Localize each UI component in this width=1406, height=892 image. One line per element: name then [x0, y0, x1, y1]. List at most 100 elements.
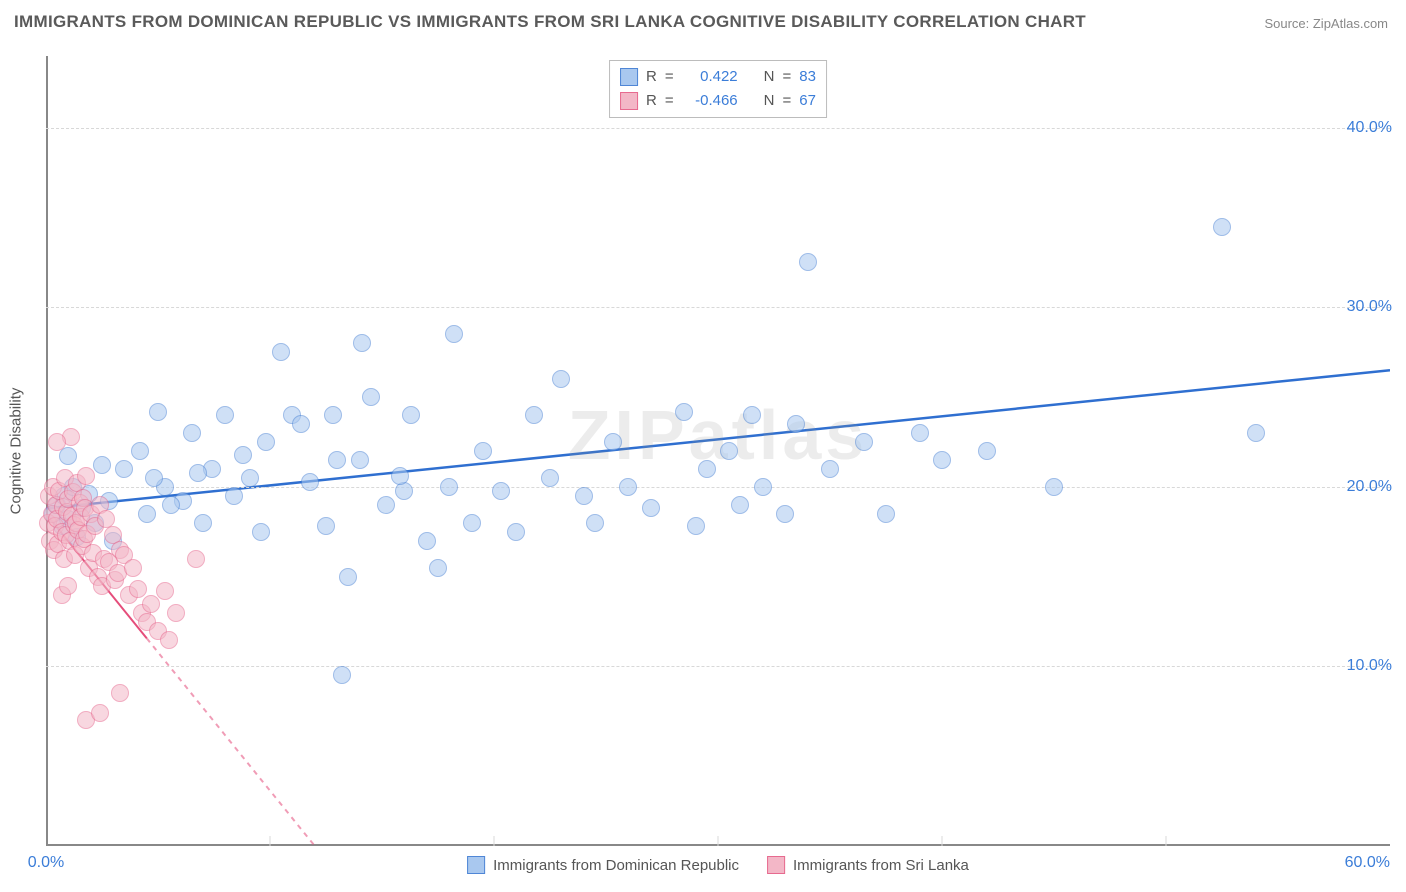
chart-container: IMMIGRANTS FROM DOMINICAN REPUBLIC VS IM… — [0, 0, 1406, 892]
y-tick-label: 30.0% — [1312, 298, 1392, 316]
data-point — [877, 505, 895, 523]
data-point — [821, 460, 839, 478]
data-point — [440, 478, 458, 496]
data-point — [720, 442, 738, 460]
data-point — [292, 415, 310, 433]
data-point — [619, 478, 637, 496]
data-point — [241, 469, 259, 487]
data-point — [362, 388, 380, 406]
data-point — [642, 499, 660, 517]
data-point — [339, 568, 357, 586]
data-point — [575, 487, 593, 505]
data-point — [234, 446, 252, 464]
legend-n-value: 67 — [799, 89, 816, 113]
legend-r-value: -0.466 — [682, 89, 738, 113]
data-point — [272, 343, 290, 361]
data-point — [855, 433, 873, 451]
legend-swatch — [467, 856, 485, 874]
data-point — [429, 559, 447, 577]
data-point — [115, 460, 133, 478]
chart-area: Cognitive Disability ZIPatlas 10.0%20.0%… — [46, 56, 1390, 846]
data-point — [160, 631, 178, 649]
data-point — [149, 403, 167, 421]
legend-series: Immigrants from Dominican Republic Immig… — [467, 856, 969, 874]
legend-item: Immigrants from Sri Lanka — [767, 856, 969, 874]
chart-title: IMMIGRANTS FROM DOMINICAN REPUBLIC VS IM… — [14, 12, 1086, 32]
data-point — [933, 451, 951, 469]
x-axis-line — [46, 844, 1390, 846]
legend-eq: = — [665, 65, 674, 89]
data-point — [131, 442, 149, 460]
legend-eq: = — [783, 89, 792, 113]
data-point — [156, 582, 174, 600]
legend-swatch — [767, 856, 785, 874]
legend-r-value: 0.422 — [682, 65, 738, 89]
grid-line — [46, 487, 1390, 488]
x-tick-label: 60.0% — [1345, 854, 1390, 872]
data-point — [418, 532, 436, 550]
data-point — [799, 253, 817, 271]
data-point — [189, 464, 207, 482]
data-point — [194, 514, 212, 532]
data-point — [776, 505, 794, 523]
data-point — [111, 684, 129, 702]
data-point — [978, 442, 996, 460]
data-point — [145, 469, 163, 487]
data-point — [507, 523, 525, 541]
data-point — [552, 370, 570, 388]
plot-region: ZIPatlas 10.0%20.0%30.0%40.0% — [46, 56, 1390, 846]
data-point — [377, 496, 395, 514]
data-point — [351, 451, 369, 469]
legend-eq: = — [665, 89, 674, 113]
data-point — [391, 467, 409, 485]
legend-r-label: R — [646, 65, 657, 89]
data-point — [77, 467, 95, 485]
data-point — [324, 406, 342, 424]
data-point — [787, 415, 805, 433]
data-point — [225, 487, 243, 505]
legend-item: Immigrants from Dominican Republic — [467, 856, 739, 874]
data-point — [463, 514, 481, 532]
y-axis-line — [46, 56, 48, 846]
data-point — [138, 505, 156, 523]
data-point — [129, 580, 147, 598]
data-point — [525, 406, 543, 424]
data-point — [353, 334, 371, 352]
data-point — [445, 325, 463, 343]
legend-row: R = 0.422 N = 83 — [620, 65, 816, 89]
data-point — [1045, 478, 1063, 496]
legend-row: R = -0.466 N = 67 — [620, 89, 816, 113]
data-point — [162, 496, 180, 514]
data-point — [911, 424, 929, 442]
data-point — [317, 517, 335, 535]
data-point — [252, 523, 270, 541]
data-point — [1247, 424, 1265, 442]
data-point — [743, 406, 761, 424]
data-point — [604, 433, 622, 451]
data-point — [216, 406, 234, 424]
legend-label: Immigrants from Dominican Republic — [493, 857, 739, 874]
legend-label: Immigrants from Sri Lanka — [793, 857, 969, 874]
y-tick-label: 20.0% — [1312, 478, 1392, 496]
data-point — [124, 559, 142, 577]
data-point — [187, 550, 205, 568]
grid-line — [46, 307, 1390, 308]
data-point — [541, 469, 559, 487]
y-tick-label: 40.0% — [1312, 119, 1392, 137]
legend-eq: = — [783, 65, 792, 89]
data-point — [687, 517, 705, 535]
data-point — [328, 451, 346, 469]
data-point — [754, 478, 772, 496]
data-point — [492, 482, 510, 500]
data-point — [167, 604, 185, 622]
data-point — [183, 424, 201, 442]
data-point — [731, 496, 749, 514]
legend-r-label: R — [646, 89, 657, 113]
data-point — [1213, 218, 1231, 236]
legend-swatch — [620, 92, 638, 110]
data-point — [402, 406, 420, 424]
data-point — [93, 456, 111, 474]
legend-n-label: N — [764, 89, 775, 113]
data-point — [48, 433, 66, 451]
y-tick-label: 10.0% — [1312, 657, 1392, 675]
